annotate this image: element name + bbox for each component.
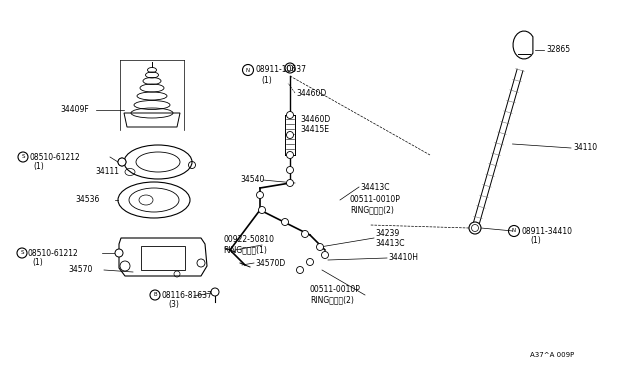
Circle shape: [287, 131, 294, 138]
Text: 00511-0010P: 00511-0010P: [310, 285, 361, 295]
Text: 00511-0010P: 00511-0010P: [350, 196, 401, 205]
Circle shape: [307, 259, 314, 266]
Text: (3): (3): [168, 301, 179, 310]
Circle shape: [321, 251, 328, 259]
Circle shape: [211, 288, 219, 296]
Text: 34570D: 34570D: [255, 259, 285, 267]
Text: 34460D: 34460D: [296, 89, 326, 97]
Text: S: S: [21, 154, 25, 160]
Circle shape: [287, 112, 294, 119]
Text: RINGリング(2): RINGリング(2): [350, 205, 394, 215]
Circle shape: [282, 218, 289, 225]
Text: N: N: [246, 67, 250, 73]
Text: N: N: [512, 228, 516, 234]
Text: (1): (1): [33, 163, 44, 171]
Text: 34540: 34540: [240, 176, 264, 185]
Text: 32865: 32865: [546, 45, 570, 55]
Circle shape: [118, 158, 126, 166]
Circle shape: [301, 231, 308, 237]
Text: 08116-81637: 08116-81637: [161, 291, 212, 299]
Text: (1): (1): [32, 259, 43, 267]
Text: RINGリング(2): RINGリング(2): [310, 295, 354, 305]
Text: 34536: 34536: [75, 196, 99, 205]
Text: S: S: [20, 250, 24, 256]
Circle shape: [287, 167, 294, 173]
Text: 34410H: 34410H: [388, 253, 418, 263]
Text: 34413C: 34413C: [360, 183, 390, 192]
Text: (1): (1): [261, 76, 272, 84]
Text: 34570: 34570: [68, 266, 92, 275]
Text: 08911-34410: 08911-34410: [521, 227, 572, 235]
Text: A37^A 009P: A37^A 009P: [530, 352, 574, 358]
Text: 34409F: 34409F: [60, 106, 89, 115]
Text: (1): (1): [530, 237, 541, 246]
Circle shape: [285, 63, 295, 73]
Text: 08510-61212: 08510-61212: [28, 248, 79, 257]
Bar: [141, 246, 185, 270]
Circle shape: [259, 206, 266, 214]
Text: 34110: 34110: [573, 144, 597, 153]
Text: 34239: 34239: [375, 228, 399, 237]
Text: 08510-61212: 08510-61212: [29, 153, 80, 161]
Circle shape: [317, 244, 323, 250]
Text: RINGリング(1): RINGリング(1): [223, 246, 267, 254]
Circle shape: [296, 266, 303, 273]
Circle shape: [469, 222, 481, 234]
Text: B: B: [153, 292, 157, 298]
Text: 34413C: 34413C: [375, 238, 404, 247]
Circle shape: [287, 151, 294, 158]
Circle shape: [257, 192, 264, 199]
Text: 34460D: 34460D: [300, 115, 330, 125]
Circle shape: [287, 180, 294, 186]
Text: 34111: 34111: [95, 167, 119, 176]
Text: 00922-50810: 00922-50810: [223, 235, 274, 244]
Circle shape: [115, 249, 123, 257]
Text: 08911-10637: 08911-10637: [255, 65, 306, 74]
Text: 34415E: 34415E: [300, 125, 329, 135]
